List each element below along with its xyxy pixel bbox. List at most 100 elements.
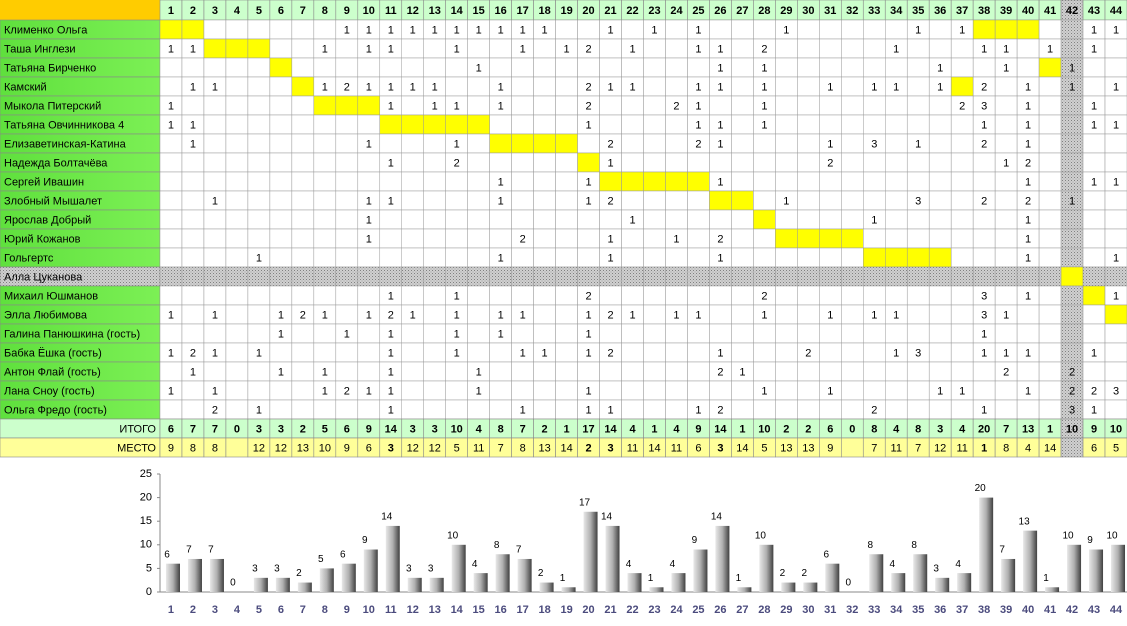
cell xyxy=(247,209,271,230)
cell-value: 1 xyxy=(937,81,943,93)
cell-value: 1 xyxy=(190,43,196,55)
cell xyxy=(357,152,381,173)
cell-value: 1 xyxy=(1091,43,1097,55)
cell xyxy=(928,361,952,382)
y-tick-label: 25 xyxy=(140,468,152,480)
value-label: 6 xyxy=(824,549,830,560)
cell-value: 1 xyxy=(322,43,328,55)
cell xyxy=(335,247,359,268)
cell xyxy=(885,171,908,192)
cell-value: 1 xyxy=(366,195,372,207)
bar xyxy=(253,577,268,592)
cell-value: 1 xyxy=(1025,252,1031,264)
cell xyxy=(643,133,666,154)
column-header: 42 xyxy=(1066,5,1078,17)
value-label: 4 xyxy=(472,559,478,570)
x-tick-label: 33 xyxy=(868,604,880,616)
cell xyxy=(313,209,337,230)
cell xyxy=(972,19,996,40)
cell xyxy=(994,171,1018,192)
cell-value: 2 xyxy=(981,195,987,207)
cell xyxy=(401,361,424,382)
cell-value: 1 xyxy=(1069,81,1075,93)
cell xyxy=(423,190,446,211)
cell-value: 1 xyxy=(981,119,987,131)
cell-value: 1 xyxy=(1091,100,1097,112)
cell-value: 1 xyxy=(761,385,767,397)
cell xyxy=(269,247,293,268)
cell-value: 1 xyxy=(344,328,350,340)
place-value: 1 xyxy=(981,442,987,454)
cell-value: 1 xyxy=(322,309,328,321)
total-value: 7 xyxy=(1003,423,1009,435)
cell xyxy=(797,399,820,420)
cell xyxy=(467,190,490,211)
cell xyxy=(928,152,952,173)
cell-value: 1 xyxy=(673,233,679,245)
cell xyxy=(753,190,776,211)
column-header: 9 xyxy=(344,5,350,17)
cell xyxy=(555,76,578,97)
cell-value: 2 xyxy=(981,81,987,93)
column-header: 39 xyxy=(1000,5,1012,17)
cell-value: 1 xyxy=(366,309,372,321)
cell xyxy=(423,133,446,154)
player-name: Галина Панюшкина (гость) xyxy=(4,328,140,340)
cell-value: 1 xyxy=(695,119,701,131)
cell xyxy=(665,76,688,97)
cell-value: 1 xyxy=(695,404,701,416)
x-tick-label: 24 xyxy=(670,604,683,616)
cell xyxy=(1104,190,1127,211)
cell xyxy=(357,361,381,382)
cell xyxy=(401,380,424,401)
cell-value: 1 xyxy=(761,81,767,93)
cell xyxy=(577,361,600,382)
cell xyxy=(775,152,798,173)
cell-value: 1 xyxy=(388,24,394,36)
total-value: 1 xyxy=(651,423,657,435)
cell xyxy=(335,57,359,78)
cell xyxy=(1038,247,1062,268)
cell xyxy=(511,133,534,154)
cell xyxy=(731,266,754,287)
cell xyxy=(445,171,468,192)
x-tick-label: 15 xyxy=(473,604,485,616)
cell xyxy=(1060,133,1084,154)
cell xyxy=(181,323,205,344)
bar xyxy=(583,511,598,592)
cell xyxy=(819,209,842,230)
cell xyxy=(1082,247,1106,268)
cell xyxy=(1038,19,1062,40)
cell xyxy=(775,209,798,230)
column-header: 16 xyxy=(495,5,507,17)
cell xyxy=(555,304,578,325)
cell xyxy=(819,57,842,78)
bar xyxy=(627,573,642,592)
cell xyxy=(335,171,359,192)
total-value: 8 xyxy=(498,423,504,435)
place-value: 12 xyxy=(407,442,419,454)
bar xyxy=(407,577,422,592)
cell-value: 1 xyxy=(476,24,482,36)
cell xyxy=(423,247,446,268)
cell xyxy=(1082,76,1106,97)
cell xyxy=(819,114,842,135)
cell xyxy=(906,228,930,249)
cell xyxy=(1038,152,1062,173)
total-value: 7 xyxy=(212,423,218,435)
cell xyxy=(731,171,754,192)
column-header: 12 xyxy=(407,5,419,17)
cell xyxy=(1038,190,1062,211)
cell xyxy=(599,380,622,401)
total-value: 9 xyxy=(695,423,701,435)
cell xyxy=(555,399,578,420)
cell xyxy=(357,247,381,268)
total-value: 9 xyxy=(1091,423,1097,435)
cell-value: 2 xyxy=(695,138,701,150)
total-value: 4 xyxy=(629,423,636,435)
cell xyxy=(357,285,381,306)
cell xyxy=(313,152,337,173)
cell xyxy=(665,247,688,268)
cell-value: 1 xyxy=(1091,24,1097,36)
cell xyxy=(1060,38,1084,59)
